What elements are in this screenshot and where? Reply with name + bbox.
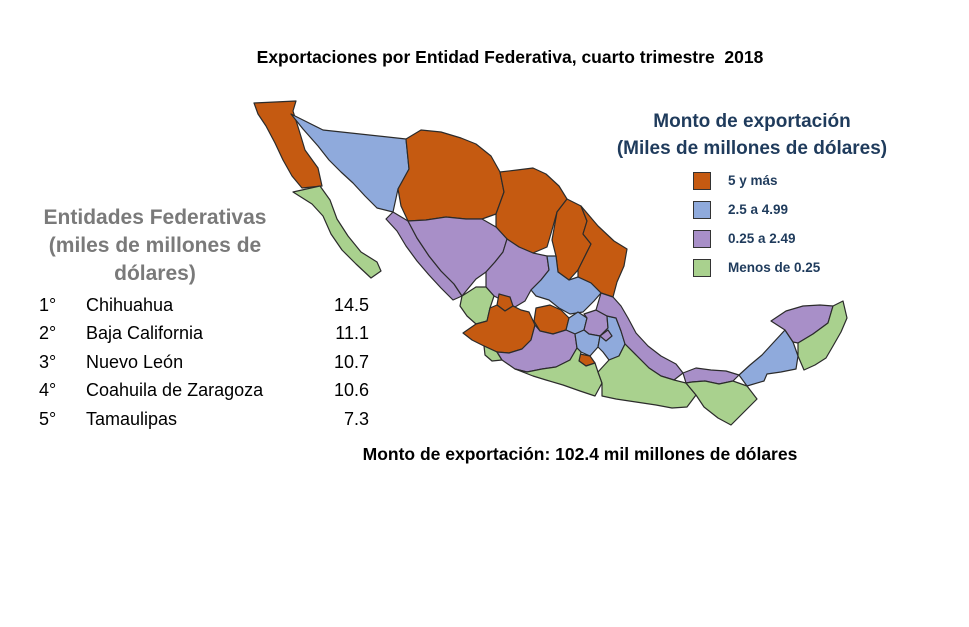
ranking-row: 3° Nuevo León 10.7 — [39, 352, 369, 378]
region-baja-california-sur — [292, 185, 382, 279]
legend-title-line2: (Miles de millones de dólares) — [616, 138, 888, 159]
ranking-state-name: Nuevo León — [86, 352, 184, 372]
total-export-label: Monto de exportación: 102.4 mil millones… — [362, 444, 798, 464]
ranking-value: 10.7 — [333, 352, 369, 372]
region-tlaxcala — [599, 329, 613, 342]
legend-label: 0.25 a 2.49 — [728, 231, 796, 246]
ranking-value: 11.1 — [335, 323, 369, 343]
legend-swatch — [693, 201, 711, 219]
ranking-value: 14.5 — [333, 295, 369, 315]
ranking-state-name: Coahuila de Zaragoza — [86, 380, 264, 400]
chart-title: Exportaciones por Entidad Federativa, cu… — [256, 47, 764, 67]
region-san-luis-potosi — [530, 255, 602, 315]
legend-label: Menos de 0.25 — [728, 260, 821, 275]
mexico-map — [253, 100, 848, 426]
ranking-row: 1° Chihuahua 14.5 — [39, 295, 369, 321]
ranking-value: 7.3 — [343, 409, 369, 429]
ranking-position: 5° — [39, 409, 57, 429]
ranking-position: 3° — [39, 352, 57, 372]
region-zacatecas — [485, 238, 550, 308]
ranking-row: 4° Coahuila de Zaragoza 10.6 — [39, 380, 369, 406]
ranking-value: 10.6 — [333, 380, 369, 400]
legend-label: 2.5 a 4.99 — [728, 202, 789, 217]
ranking-title-line1: Entidades Federativas — [43, 206, 267, 229]
ranking-state-name: Baja California — [86, 323, 204, 343]
region-chihuahua — [397, 129, 505, 222]
ranking-state-name: Tamaulipas — [86, 409, 178, 429]
region-chiapas — [685, 380, 758, 426]
legend-label: 5 y más — [728, 173, 778, 188]
ranking-row: 5° Tamaulipas 7.3 — [39, 409, 369, 435]
legend-swatch — [693, 259, 711, 277]
legend-swatch — [693, 172, 711, 190]
ranking-position: 1° — [39, 295, 57, 315]
region-quintana-roo — [797, 300, 848, 371]
ranking-title-line3: dólares) — [114, 262, 196, 285]
ranking-row: 2° Baja California 11.1 — [39, 323, 369, 349]
ranking-title: Entidades Federativas (miles de millones… — [30, 204, 280, 288]
region-colima — [483, 345, 503, 362]
region-baja-california — [253, 100, 323, 189]
ranking-state-name: Chihuahua — [86, 295, 174, 315]
region-guerrero — [514, 347, 603, 397]
legend-swatch — [693, 230, 711, 248]
ranking-position: 4° — [39, 380, 57, 400]
ranking-position: 2° — [39, 323, 57, 343]
region-campeche — [738, 329, 799, 387]
region-coahuila — [495, 167, 568, 254]
legend-title-line1: Monto de exportación — [653, 111, 851, 132]
legend-title: Monto de exportación (Miles de millones … — [596, 108, 908, 162]
ranking-title-line2: (miles de millones de — [48, 234, 262, 257]
